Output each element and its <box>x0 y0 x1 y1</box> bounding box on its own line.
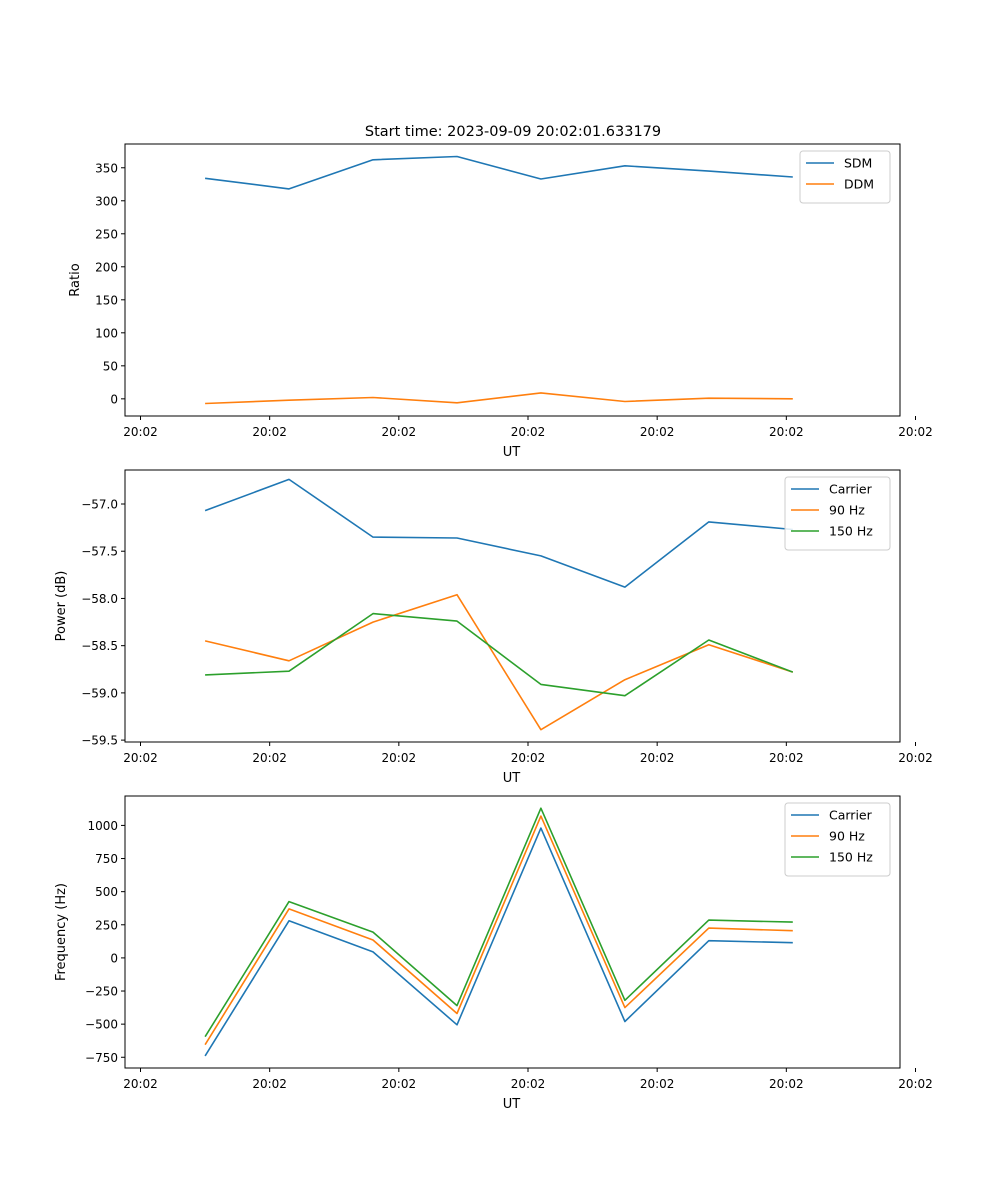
y-tick-label: −59.5 <box>81 734 118 748</box>
y-tick-label: 250 <box>95 918 118 932</box>
y-tick-label: −58.5 <box>81 639 118 653</box>
legend: SDM DDM <box>799 150 891 204</box>
y-tick-label: −750 <box>85 1051 118 1065</box>
y-tick-label: −58.0 <box>81 592 118 606</box>
chart-panel-3: −750 −500 −250 0 250 500 750 1000 20:02 20:02 20:0… <box>54 795 933 1112</box>
x-axis-label: UT <box>503 1097 521 1112</box>
legend-label: Carrier <box>829 808 873 823</box>
legend-box <box>799 150 891 204</box>
legend-label: 150 Hz <box>829 524 873 539</box>
y-tick-label: 300 <box>95 194 118 208</box>
legend: Carrier 90 Hz 150 Hz <box>784 802 891 877</box>
legend-label: SDM <box>844 156 872 171</box>
x-tick-label: 20:02 <box>898 1077 933 1091</box>
x-tick-label: 20:02 <box>123 751 158 765</box>
series-line-90-hz <box>204 593 794 731</box>
x-tick-label: 20:02 <box>640 425 675 439</box>
chart-panel-2: −59.5 −59.0 −58.5 −58.0 −57.5 −57.0 20:02 20:02… <box>54 469 933 786</box>
axes-frame <box>124 795 901 1069</box>
x-tick-label: 20:02 <box>511 751 546 765</box>
y-tick-label: 50 <box>103 359 118 373</box>
y-tick-label: 0 <box>110 392 118 406</box>
y-tick-label: −59.0 <box>81 686 118 700</box>
x-tick-label: 20:02 <box>511 425 546 439</box>
legend-label: DDM <box>844 177 874 192</box>
x-tick-label: 20:02 <box>123 1077 158 1091</box>
x-tick-label: 20:02 <box>123 425 158 439</box>
chart-panel-1: 0 50 100 150 200 250 300 350 20:02 20:02 20:02 20:0… <box>68 143 933 460</box>
series-line-150-hz <box>205 612 794 697</box>
y-tick-label: 750 <box>95 852 118 866</box>
legend-label: 90 Hz <box>829 829 865 844</box>
legend: Carrier 90 Hz 150 Hz <box>784 476 891 551</box>
x-tick-label: 20:02 <box>640 751 675 765</box>
y-tick-label: 100 <box>95 326 118 340</box>
x-axis-label: UT <box>503 771 521 786</box>
x-tick-label: 20:02 <box>640 1077 675 1091</box>
y-tick-label: 200 <box>95 260 118 274</box>
legend-label: Carrier <box>829 482 873 497</box>
x-tick-label: 20:02 <box>382 751 417 765</box>
y-tick-label: 350 <box>95 161 118 175</box>
series-line-sdm <box>204 155 793 190</box>
axes-frame <box>124 469 901 743</box>
series-line-carrier <box>204 827 793 1057</box>
y-tick-label: 1000 <box>87 819 118 833</box>
x-tick-label: 20:02 <box>252 751 287 765</box>
y-tick-label: 0 <box>110 951 118 965</box>
legend-label: 90 Hz <box>829 503 865 518</box>
y-tick-label: −57.5 <box>81 545 118 559</box>
x-tick-label: 20:02 <box>252 425 287 439</box>
y-tick-label: −250 <box>85 985 118 999</box>
y-axis-label: Ratio <box>68 263 83 296</box>
x-tick-label: 20:02 <box>769 1077 804 1091</box>
x-tick-label: 20:02 <box>252 1077 287 1091</box>
x-tick-label: 20:02 <box>769 751 804 765</box>
x-axis-label: UT <box>503 445 521 460</box>
y-axis-label: Power (dB) <box>54 571 69 642</box>
figure-title: Start time: 2023-09-09 20:02:01.633179 <box>365 124 661 140</box>
y-axis-label: Frequency (Hz) <box>54 883 69 981</box>
x-tick-label: 20:02 <box>769 425 804 439</box>
y-tick-label: −500 <box>85 1018 118 1032</box>
legend-label: 150 Hz <box>829 850 873 865</box>
axes-frame <box>124 143 901 417</box>
x-tick-label: 20:02 <box>898 751 933 765</box>
series-line-150-hz <box>204 807 793 1038</box>
y-tick-label: 250 <box>95 227 118 241</box>
x-tick-label: 20:02 <box>898 425 933 439</box>
series-line-carrier <box>204 478 793 588</box>
x-tick-label: 20:02 <box>382 425 417 439</box>
series-line-90-hz <box>204 815 793 1046</box>
x-tick-label: 20:02 <box>382 1077 417 1091</box>
y-tick-label: 150 <box>95 293 118 307</box>
x-tick-label: 20:02 <box>511 1077 546 1091</box>
y-tick-label: −57.0 <box>81 498 118 512</box>
series-line-ddm <box>205 392 793 405</box>
y-tick-label: 500 <box>95 885 118 899</box>
